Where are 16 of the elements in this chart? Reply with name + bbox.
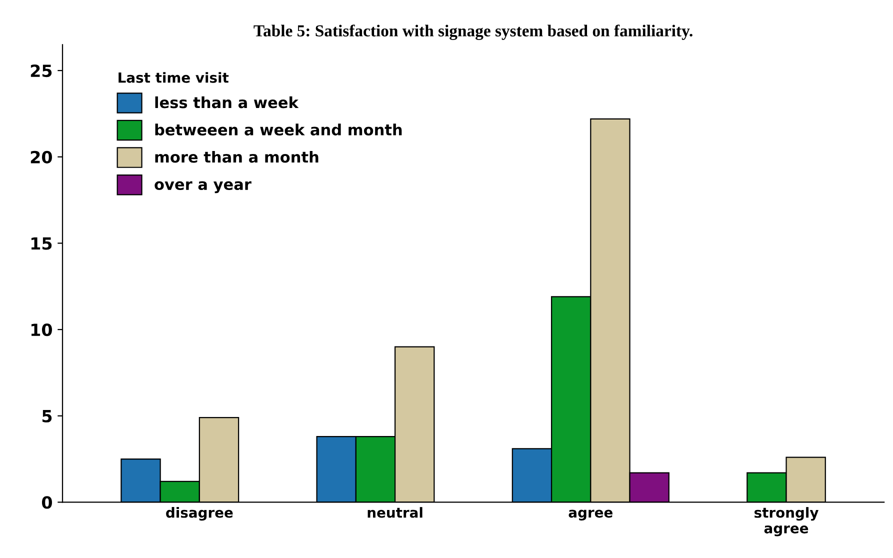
legend-label: more than a month bbox=[155, 150, 318, 163]
x-tick-label: agree bbox=[568, 510, 612, 521]
x-tick-label: strongly agree bbox=[754, 507, 818, 536]
legend-label: betweeen a week and month bbox=[155, 124, 402, 136]
chart-title: Table 5: Satisfaction with signage system based on familiarity. bbox=[254, 24, 692, 40]
y-tick-label: 5 bbox=[42, 410, 52, 422]
legend-title: Last time visit bbox=[118, 72, 229, 83]
y-tick-label: 20 bbox=[30, 150, 52, 164]
x-tick-label: neutral bbox=[368, 507, 422, 518]
y-tick-label: 25 bbox=[30, 64, 52, 78]
y-tick-label: 10 bbox=[31, 324, 52, 336]
legend-label: over a year bbox=[154, 181, 252, 194]
x-tick-label: disagree bbox=[166, 507, 233, 521]
y-tick-label: 15 bbox=[31, 237, 52, 250]
legend-label: less than a week bbox=[155, 96, 299, 108]
y-tick-label: 0 bbox=[42, 496, 52, 509]
